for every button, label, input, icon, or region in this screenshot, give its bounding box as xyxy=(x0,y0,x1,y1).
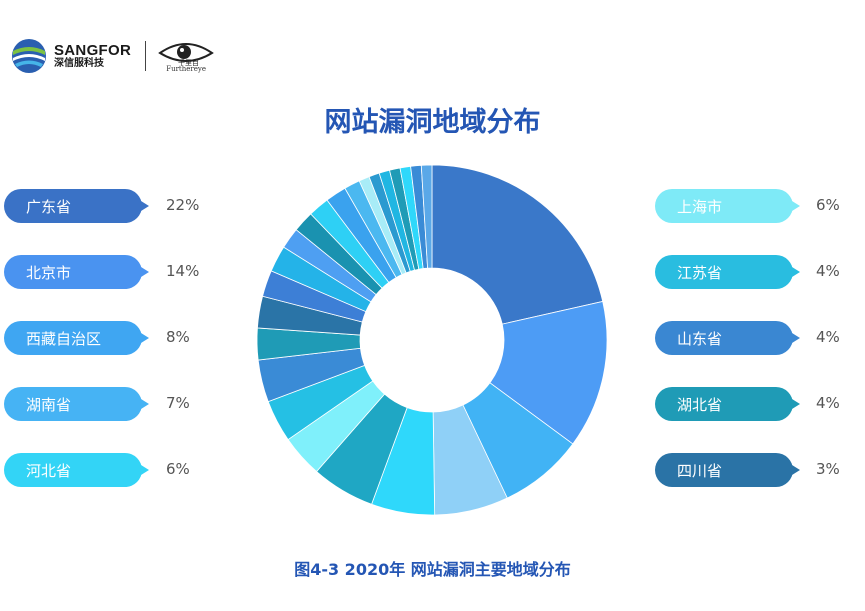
legend-value: 6% xyxy=(166,460,190,478)
legend-value: 4% xyxy=(816,394,840,412)
legend-label: 河北省 xyxy=(4,453,149,487)
eye-logo-sub: Furthereye xyxy=(166,65,206,73)
legend-value: 14% xyxy=(166,262,200,280)
legend-item-left-2: 西藏自治区 xyxy=(4,321,149,355)
legend-item-left-4: 河北省 xyxy=(4,453,149,487)
legend-value: 6% xyxy=(816,196,840,214)
eye-logo-chars: 千里目 xyxy=(178,58,199,67)
furthereye-logo: 千里目 Furthereye xyxy=(158,39,214,73)
legend-item-right-3: 湖北省 xyxy=(655,387,800,421)
legend-label: 北京市 xyxy=(4,255,149,289)
donut-slice-0 xyxy=(431,164,604,325)
legend-label: 上海市 xyxy=(655,189,800,223)
legend-item-left-3: 湖南省 xyxy=(4,387,149,421)
legend-value: 7% xyxy=(166,394,190,412)
brand-subtitle: 深信服科技 xyxy=(54,57,104,69)
legend-item-right-0: 上海市 xyxy=(655,189,800,223)
logo-area: SANGFOR 深信服科技 千里目 Furthereye xyxy=(10,36,214,76)
legend-label: 广东省 xyxy=(4,189,149,223)
chart-title: 网站漏洞地域分布 xyxy=(324,107,541,138)
legend-item-right-1: 江苏省 xyxy=(655,255,800,289)
legend-label: 江苏省 xyxy=(655,255,800,289)
eye-icon: 千里目 xyxy=(158,43,214,67)
donut-slice-24 xyxy=(420,164,433,269)
legend-label: 西藏自治区 xyxy=(4,321,149,355)
legend-value: 8% xyxy=(166,328,190,346)
legend-label: 湖北省 xyxy=(655,387,800,421)
chart-caption: 图4-3 2020年 网站漏洞主要地域分布 xyxy=(294,560,571,579)
sangfor-logo-icon xyxy=(12,39,46,73)
logo-divider xyxy=(145,41,147,71)
legend-value: 3% xyxy=(816,460,840,478)
brand-text: SANGFOR 深信服科技 xyxy=(54,43,131,69)
donut-slice-1 xyxy=(489,300,608,445)
legend-item-right-4: 四川省 xyxy=(655,453,800,487)
legend-value: 22% xyxy=(166,196,200,214)
legend-item-right-2: 山东省 xyxy=(655,321,800,355)
legend-value: 4% xyxy=(816,262,840,280)
legend-label: 四川省 xyxy=(655,453,800,487)
legend-item-left-1: 北京市 xyxy=(4,255,149,289)
legend-value: 4% xyxy=(816,328,840,346)
brand-name: SANGFOR xyxy=(54,41,132,59)
legend-label: 山东省 xyxy=(655,321,800,355)
legend-label: 湖南省 xyxy=(4,387,149,421)
legend-item-left-0: 广东省 xyxy=(4,189,149,223)
